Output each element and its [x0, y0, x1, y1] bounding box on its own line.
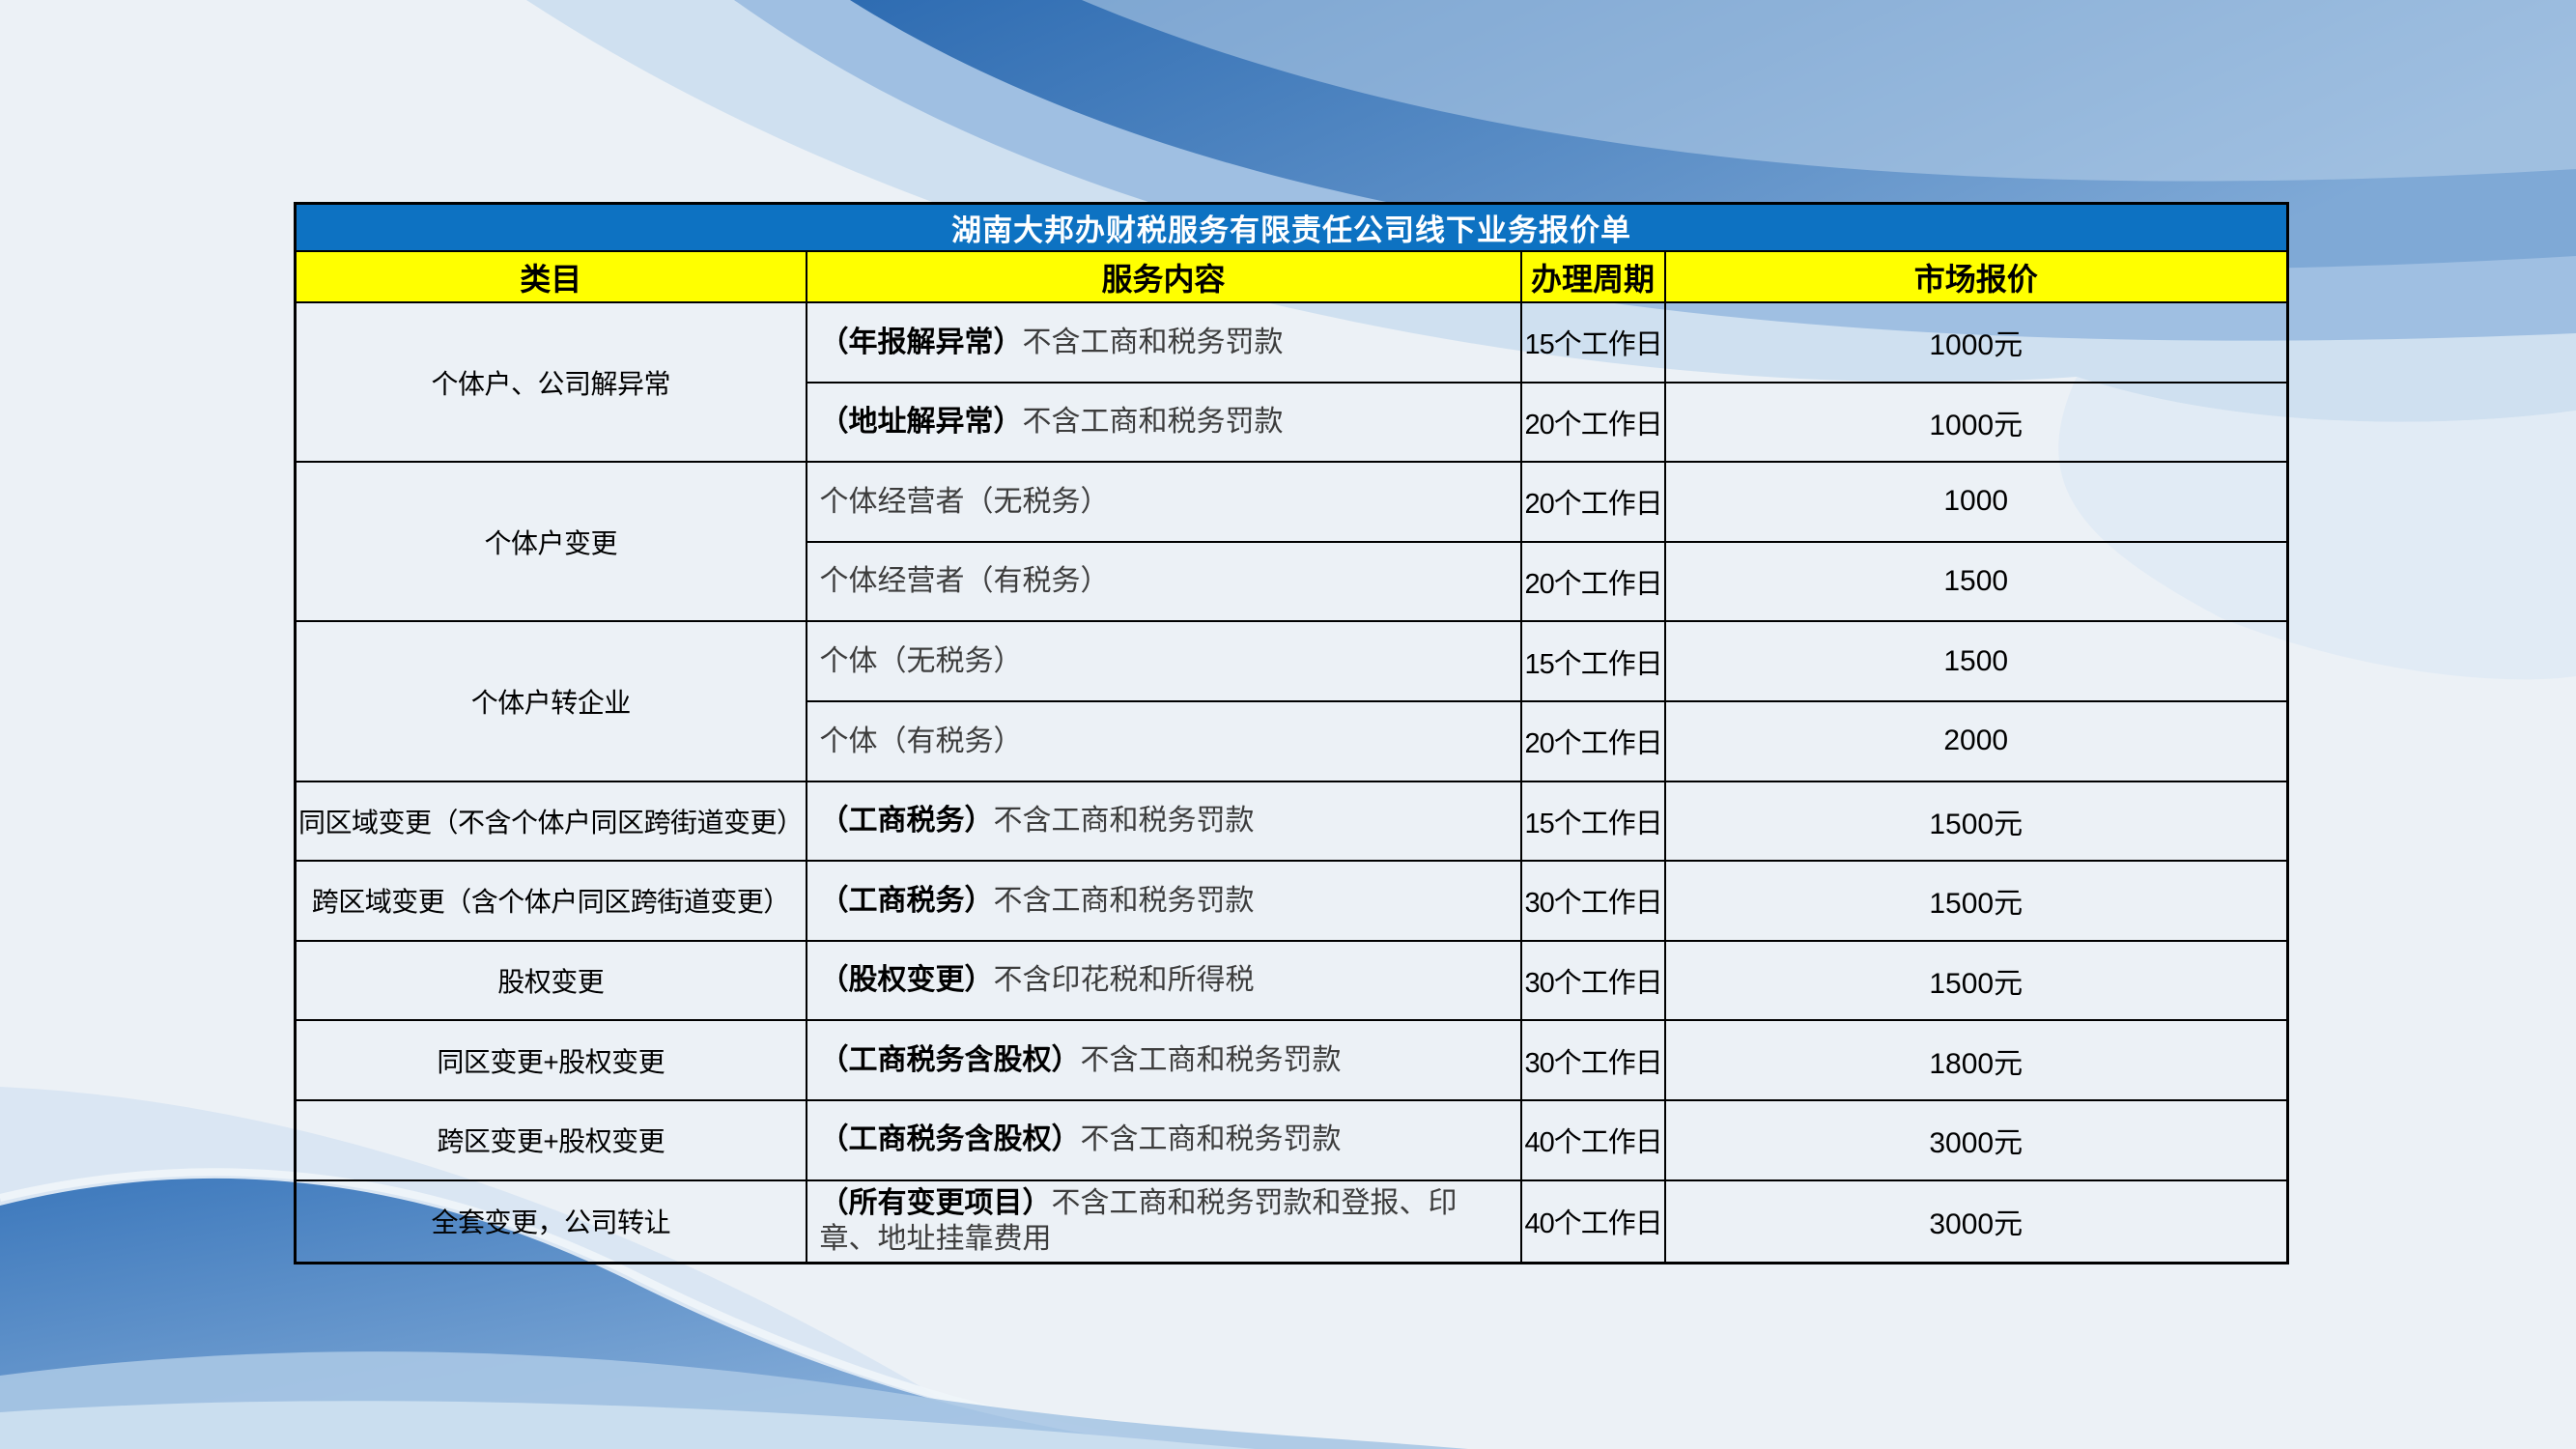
service-cell: （地址解异常）不含工商和税务罚款: [805, 381, 1522, 464]
table-row: 个体户转企业 个体（无税务） 15个工作日 1500: [294, 620, 2289, 782]
period-cell: 30个工作日: [1519, 860, 1666, 942]
price-cell: 1000元: [1663, 381, 2289, 464]
service-bold-text: （股权变更）: [819, 964, 994, 997]
table-row: 跨区变更+股权变更 （工商税务含股权）不含工商和税务罚款 40个工作日 3000元: [294, 1098, 2289, 1181]
category-cell: 个体户转企业: [294, 620, 807, 782]
service-bold-text: （所有变更项目）: [819, 1186, 1052, 1219]
service-detail-text: 不含工商和税务罚款: [1080, 1123, 1342, 1156]
service-detail-text: 不含工商和税务罚款和登报、印章、地址挂靠费用: [819, 1186, 1458, 1256]
table-row: （地址解异常）不含工商和税务罚款 20个工作日 1000元: [296, 381, 2289, 464]
service-cell: （工商税务含股权）不含工商和税务罚款: [805, 1098, 1522, 1181]
table-row: 个体经营者（有税务） 20个工作日 1500: [296, 540, 2289, 623]
price-cell: 3000元: [1663, 1179, 2289, 1264]
table-row: 个体（有税务） 20个工作日 2000: [296, 699, 2289, 782]
table-row: 同区变更+股权变更 （工商税务含股权）不含工商和税务罚款 30个工作日 1800元: [294, 1019, 2289, 1101]
category-cell: 跨区变更+股权变更: [294, 1098, 807, 1181]
service-detail-text: 不含工商和税务罚款: [993, 805, 1255, 838]
period-cell: 20个工作日: [1519, 540, 1666, 623]
service-cell: 个体（无税务）: [805, 620, 1522, 702]
price-cell: 1800元: [1663, 1019, 2289, 1101]
period-cell: 20个工作日: [1519, 699, 1666, 782]
period-cell: 30个工作日: [1519, 939, 1666, 1022]
table-row: 股权变更 （股权变更）不含印花税和所得税 30个工作日 1500元: [294, 939, 2289, 1022]
service-cell: （工商税务）不含工商和税务罚款: [805, 780, 1522, 863]
period-cell: 20个工作日: [1519, 381, 1666, 464]
service-detail-text: 个体（有税务）: [819, 724, 1023, 757]
service-cell: 个体经营者（无税务）: [805, 461, 1522, 543]
service-detail-text: 不含工商和税务罚款: [1022, 326, 1284, 358]
service-cell: （工商税务）不含工商和税务罚款: [805, 860, 1522, 942]
category-cell: 跨区域变更（含个体户同区跨街道变更）: [294, 860, 807, 942]
service-bold-text: （地址解异常）: [819, 406, 1023, 439]
price-cell: 2000: [1663, 699, 2289, 782]
service-cell: （股权变更）不含印花税和所得税: [805, 939, 1522, 1022]
col-header-service: 服务内容: [805, 250, 1522, 303]
service-bold-text: （工商税务）: [819, 805, 994, 838]
category-cell: 同区变更+股权变更: [294, 1019, 807, 1101]
service-cell: （年报解异常）不含工商和税务罚款: [805, 301, 1522, 384]
table-title-row: 湖南大邦办财税服务有限责任公司线下业务报价单: [294, 202, 2289, 252]
price-cell: 1500: [1663, 620, 2289, 702]
service-detail-text: 个体（无税务）: [819, 644, 1023, 677]
price-cell: 1500元: [1663, 939, 2289, 1022]
col-header-price: 市场报价: [1663, 250, 2289, 303]
category-cell: 同区域变更（不含个体户同区跨街道变更）: [294, 780, 807, 863]
table-row: 个体户、公司解异常 （年报解异常）不含工商和税务罚款 15个工作日 1000元: [294, 300, 2289, 464]
category-cell: 全套变更，公司转让: [294, 1179, 807, 1264]
price-cell: 1000元: [1663, 301, 2289, 384]
period-cell: 15个工作日: [1519, 620, 1666, 702]
category-cell: 股权变更: [294, 939, 807, 1022]
service-detail-text: 不含工商和税务罚款: [1022, 406, 1284, 439]
table-row: 全套变更，公司转让 （所有变更项目）不含工商和税务罚款和登报、印章、地址挂靠费用 4…: [294, 1179, 2289, 1264]
period-cell: 20个工作日: [1519, 461, 1666, 543]
service-detail-text: 不含工商和税务罚款: [993, 884, 1255, 917]
service-bold-text: （工商税务含股权）: [819, 1043, 1081, 1076]
table-row: 跨区域变更（含个体户同区跨街道变更） （工商税务）不含工商和税务罚款 30个工作日 1…: [294, 860, 2289, 942]
period-cell: 40个工作日: [1519, 1098, 1666, 1181]
category-cell: 个体户变更: [294, 461, 807, 623]
service-cell: （所有变更项目）不含工商和税务罚款和登报、印章、地址挂靠费用: [805, 1179, 1522, 1264]
period-cell: 15个工作日: [1519, 301, 1666, 384]
col-header-category: 类目: [294, 250, 807, 303]
service-cell: （工商税务含股权）不含工商和税务罚款: [805, 1019, 1522, 1101]
col-header-period: 办理周期: [1519, 250, 1666, 303]
table-row: 个体户变更 个体经营者（无税务） 20个工作日 1000: [294, 461, 2289, 623]
service-detail-text: 不含印花税和所得税: [993, 964, 1255, 997]
service-detail-text: 个体经营者（无税务）: [819, 485, 1110, 518]
service-bold-text: （工商税务含股权）: [819, 1123, 1081, 1156]
pricing-table: 湖南大邦办财税服务有限责任公司线下业务报价单 类目 服务内容 办理周期 市场报价…: [294, 202, 2289, 1264]
period-cell: 30个工作日: [1519, 1019, 1666, 1101]
price-cell: 1500元: [1663, 780, 2289, 863]
service-cell: 个体经营者（有税务）: [805, 540, 1522, 623]
table-row: 同区域变更（不含个体户同区跨街道变更） （工商税务）不含工商和税务罚款 15个工作日…: [294, 780, 2289, 863]
price-cell: 1500元: [1663, 860, 2289, 942]
table-title: 湖南大邦办财税服务有限责任公司线下业务报价单: [294, 202, 2289, 252]
period-cell: 15个工作日: [1519, 780, 1666, 863]
category-cell: 个体户、公司解异常: [294, 300, 807, 464]
table-header-row: 类目 服务内容 办理周期 市场报价: [294, 250, 2289, 303]
price-cell: 1000: [1663, 461, 2289, 543]
price-cell: 3000元: [1663, 1098, 2289, 1181]
price-cell: 1500: [1663, 540, 2289, 623]
period-cell: 40个工作日: [1519, 1179, 1666, 1264]
service-bold-text: （年报解异常）: [819, 326, 1023, 358]
service-detail-text: 不含工商和税务罚款: [1080, 1043, 1342, 1076]
service-detail-text: 个体经营者（有税务）: [819, 565, 1110, 598]
service-bold-text: （工商税务）: [819, 884, 994, 917]
service-cell: 个体（有税务）: [805, 699, 1522, 782]
